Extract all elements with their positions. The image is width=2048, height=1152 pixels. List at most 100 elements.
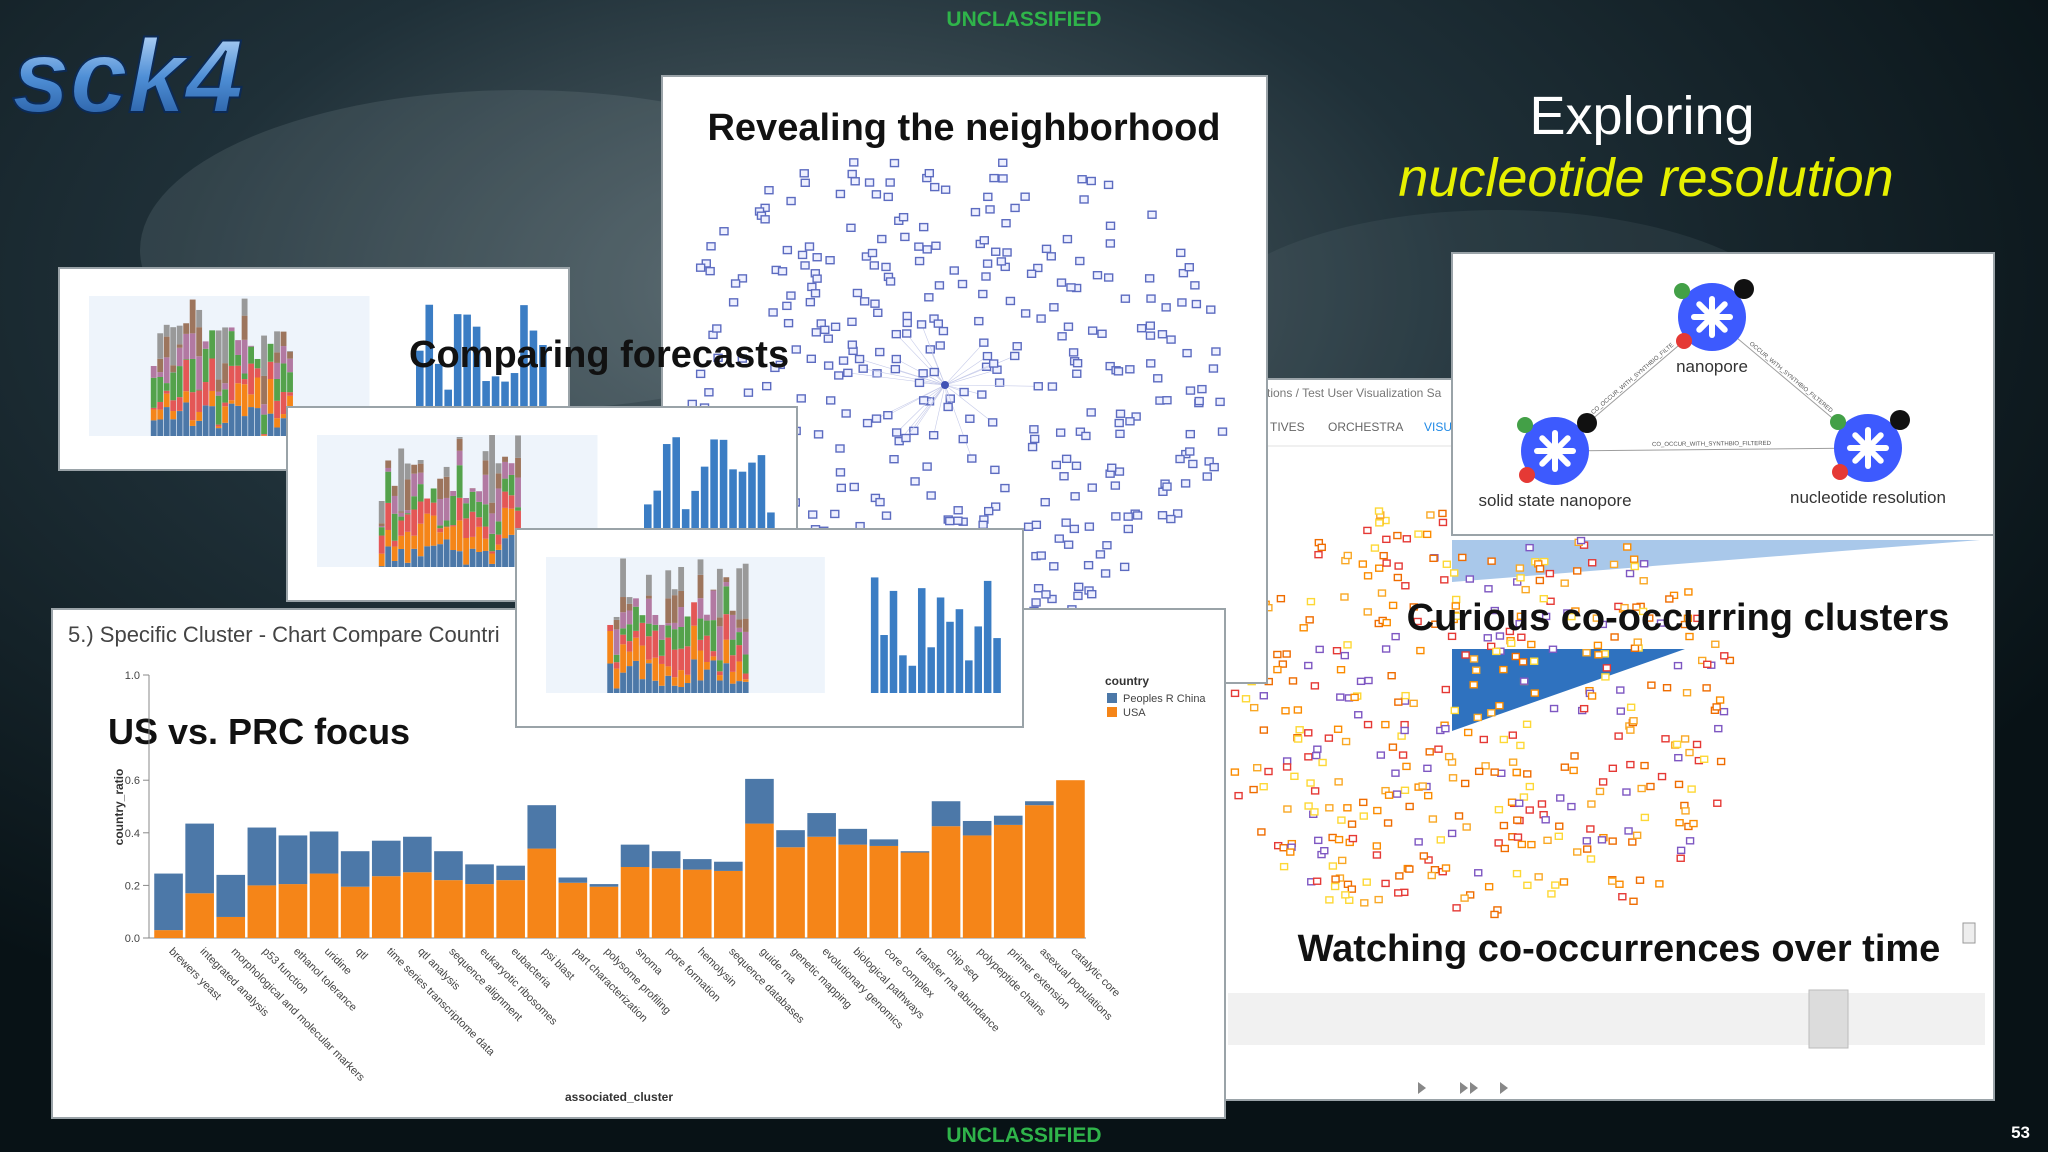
thumbnail-bar (404, 562, 411, 567)
bar-segment (807, 813, 836, 837)
thumbnail-bar (729, 683, 736, 693)
network-node (901, 433, 911, 443)
thumbnail-bar (716, 660, 723, 672)
tab[interactable]: ORCHESTRA (1328, 420, 1403, 434)
cluster-point (1387, 672, 1396, 680)
cluster-point (1393, 531, 1402, 540)
network-node (1204, 457, 1214, 466)
thumbnail-bar (248, 363, 255, 395)
thumbnail-bar (515, 507, 521, 511)
cluster-point (1416, 646, 1425, 655)
network-node (1144, 274, 1155, 283)
thumbnail-bar (633, 606, 639, 631)
legend-swatch (1107, 707, 1117, 717)
thumbnail-bar (183, 323, 190, 334)
cluster-point (1699, 755, 1709, 763)
network-node (864, 178, 875, 187)
tab[interactable]: VISU (1424, 420, 1452, 434)
network-node (1010, 203, 1020, 213)
network-node (764, 186, 774, 195)
cluster-point (1665, 595, 1674, 603)
network-node (695, 263, 706, 272)
cluster-point (1312, 751, 1321, 760)
thumbnail-bar (183, 402, 190, 436)
play-button[interactable] (1418, 1082, 1426, 1094)
scroll-handle[interactable] (1962, 922, 1976, 944)
network-node (1027, 442, 1038, 452)
thumbnail-bar (189, 358, 196, 393)
network-node (902, 329, 912, 338)
thumbnail-bar (241, 339, 248, 374)
cluster-point (1324, 734, 1334, 742)
network-node (970, 207, 981, 217)
network-node (1077, 175, 1087, 184)
network-node (835, 444, 845, 453)
graph-edge (1554, 447, 1869, 452)
cluster-point (1698, 656, 1707, 665)
network-node (1111, 512, 1121, 521)
cluster-point (1333, 725, 1343, 733)
network-edge (944, 384, 973, 459)
bar-segment (838, 828, 868, 845)
network-node (1000, 483, 1010, 493)
thumbnail-bar (398, 535, 405, 549)
network-node (924, 293, 934, 302)
tab[interactable]: TIVES (1270, 420, 1305, 434)
cluster-point (1429, 554, 1438, 563)
thumbnail-bar (196, 356, 203, 390)
network-node (713, 353, 723, 363)
cluster-point (1402, 762, 1411, 771)
cluster-point (1358, 560, 1368, 568)
bar-segment (900, 851, 930, 853)
network-node (712, 324, 722, 333)
cluster-point (1381, 879, 1390, 888)
thumbnail-bar (495, 488, 502, 522)
cluster-point (1423, 791, 1433, 800)
network-node (1180, 479, 1191, 488)
thumbnail-bar (228, 365, 235, 401)
cluster-point (1513, 833, 1523, 841)
thumbnail-bar (639, 622, 646, 646)
cluster-point (1423, 764, 1432, 773)
bar-segment (651, 868, 681, 938)
node-badge (1519, 467, 1535, 483)
network-node (1087, 326, 1098, 335)
thumbnail-bar (515, 435, 521, 458)
end-button[interactable] (1500, 1082, 1508, 1094)
cluster-point (1393, 573, 1403, 582)
timeline-window[interactable] (1808, 989, 1849, 1049)
thumbnail-bar (495, 544, 502, 550)
thumbnail-bar (710, 651, 717, 657)
thumbnail-bar (235, 383, 242, 406)
play-button[interactable] (1460, 1082, 1468, 1094)
thumbnail-bar (176, 347, 183, 367)
node-badge (1676, 333, 1692, 349)
thumbnail-bar (385, 546, 392, 567)
cluster-point (1647, 681, 1656, 689)
cluster-point (1458, 553, 1467, 562)
network-node (898, 212, 909, 222)
cluster-point (1534, 873, 1543, 881)
network-node (1049, 303, 1059, 312)
network-node (1206, 305, 1216, 314)
network-node (989, 173, 999, 183)
forward-button[interactable] (1470, 1082, 1478, 1094)
thumbnail-bar (430, 502, 437, 516)
cluster-point (1360, 899, 1369, 907)
thumbnail-bar (684, 616, 691, 647)
thumbnail-bar (176, 397, 183, 411)
network-node (931, 241, 941, 250)
thumbnail-bar (150, 409, 157, 421)
network-node (918, 369, 928, 378)
thumbnail-bar (411, 509, 418, 536)
cluster-point (1249, 785, 1258, 794)
thumbnail-bar (443, 526, 450, 528)
network-node (875, 347, 885, 357)
thumbnail-bar (729, 639, 736, 656)
cluster-point (1673, 661, 1683, 670)
thumbnail-bar (723, 639, 730, 664)
cluster-point (1687, 785, 1696, 793)
bar-segment (620, 844, 650, 867)
cluster-point (1616, 707, 1625, 715)
thumbnail-bar (280, 346, 287, 364)
